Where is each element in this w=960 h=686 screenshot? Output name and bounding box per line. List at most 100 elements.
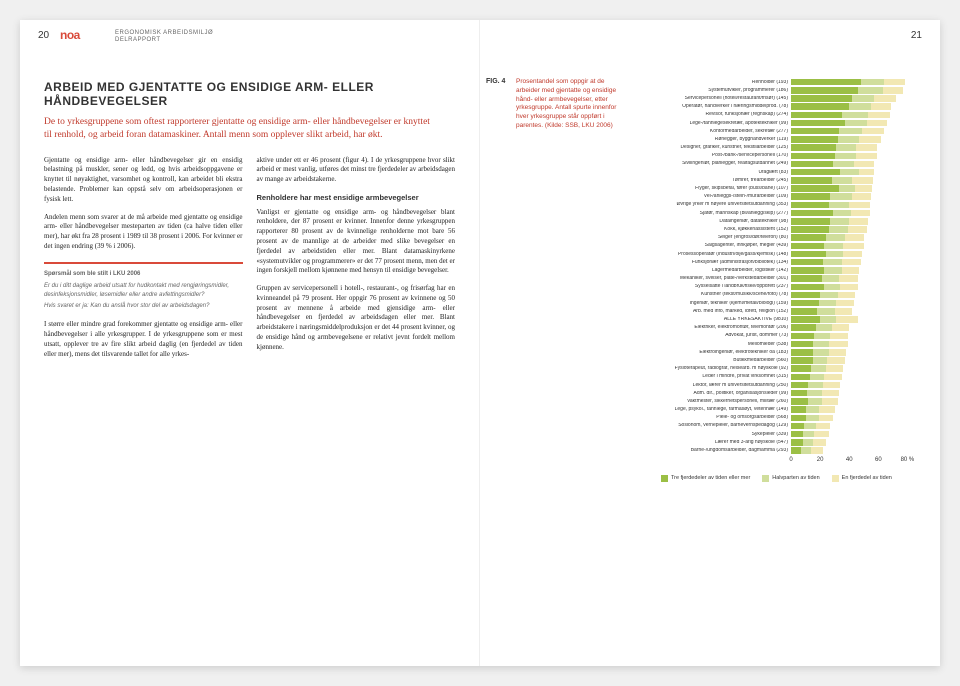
body-columns: Gjentatte og ensidige arm- eller håndbev…	[44, 156, 455, 368]
row-label: Mekaniker, sveiser, plate-/verkstedarbei…	[636, 276, 791, 281]
chart-row: ALLE YRKESAKTIVE (9810)	[636, 315, 922, 323]
chart-row: Kontormedarbeider, sekretær (277)	[636, 127, 922, 135]
bar-segment	[849, 103, 871, 110]
row-bar	[791, 119, 922, 127]
row-label: Servicepersonell (hotell/restaurant/fris…	[636, 96, 791, 101]
bar-segment	[835, 153, 857, 160]
legend-swatch	[661, 475, 668, 482]
left-page: 20 noa ERGONOMISK ARBEIDSMILJØ DELRAPPOR…	[20, 20, 480, 666]
row-bar	[791, 176, 922, 184]
bar-segment	[817, 308, 834, 315]
row-label: Lagermedarbeider, logistiker (142)	[636, 268, 791, 273]
chart-row: Dataingeniør, datatekniker (98)	[636, 217, 922, 225]
chart-row: Salgsagenter, innkjøper, megler (439)	[636, 242, 922, 250]
bar-segment	[791, 87, 858, 94]
bar-segment	[791, 128, 839, 135]
chart-row: Selger (engros/dør/telefon) (80)	[636, 234, 922, 242]
bar-segment	[843, 243, 863, 250]
page-number-left: 20	[38, 30, 49, 41]
chart-row: Post-/bank-/servicepersonell (170)	[636, 152, 922, 160]
row-bar	[791, 332, 922, 340]
bar-segment	[849, 218, 868, 225]
row-bar	[791, 184, 922, 192]
body-column-2: aktive under ett er 46 prosent (figur 4)…	[257, 156, 456, 368]
page-number-right: 21	[911, 30, 922, 41]
bar-segment	[842, 267, 859, 274]
row-bar	[791, 446, 922, 454]
row-bar	[791, 217, 922, 225]
bar-segment	[814, 333, 830, 340]
bar-segment	[801, 447, 811, 454]
bar-segment	[842, 259, 861, 266]
row-bar	[791, 381, 922, 389]
row-label: Arb. med info, marked, idrett, religion …	[636, 309, 791, 314]
bar-segment	[791, 226, 829, 233]
x-tick: 20	[817, 457, 824, 463]
bar-segment	[791, 292, 820, 299]
bar-segment	[791, 398, 808, 405]
row-label: Sivilingeniør, planlegger, realfagsutdan…	[636, 161, 791, 166]
row-label: Kokk, kjøkkenassistent (152)	[636, 227, 791, 232]
bar-segment	[851, 210, 870, 217]
bar-segment	[823, 382, 840, 389]
legend-label: Tre fjerdedeler av tiden eller mer	[671, 475, 750, 481]
row-bar	[791, 234, 922, 242]
row-bar	[791, 422, 922, 430]
row-bar	[791, 275, 922, 283]
row-label: Fysioterapeut, radiograf, helsearb. m hø…	[636, 366, 791, 371]
row-label: Sykepleier (339)	[636, 432, 791, 437]
bar-segment	[810, 374, 825, 381]
chart-row: Sivilingeniør, planlegger, realfagsutdan…	[636, 160, 922, 168]
bar-segment	[883, 87, 903, 94]
bar-segment	[791, 120, 845, 127]
bar-segment	[820, 316, 836, 323]
bar-segment	[791, 169, 840, 176]
row-label: Operatør, håndverker i næringsmiddelprod…	[636, 104, 791, 109]
row-label: Selger (engros/dør/telefon) (80)	[636, 235, 791, 240]
row-bar	[791, 242, 922, 250]
row-bar	[791, 365, 922, 373]
bar-segment	[842, 112, 868, 119]
chart-row: Adm. dir., politiker, organisasjonsleder…	[636, 389, 922, 397]
bar-segment	[791, 357, 813, 364]
figure-label: FIG. 4	[486, 78, 505, 85]
row-label: Sysselsatte i landbruk/fiske/oppdrett (2…	[636, 284, 791, 289]
row-bar	[791, 127, 922, 135]
row-label: Kunstner (tekst/musikk/scene/foto) (78)	[636, 292, 791, 297]
legend-item: Halvparten av tiden	[762, 475, 819, 482]
row-label: Leder i mindre, privat virksomhet (315)	[636, 374, 791, 379]
intro-paragraph: De to yrkesgruppene som oftest rapporter…	[44, 116, 455, 142]
bar-segment	[791, 415, 806, 422]
bar-segment	[803, 439, 813, 446]
bar-segment	[819, 415, 834, 422]
bar-segment	[822, 390, 839, 397]
bar-segment	[791, 300, 819, 307]
row-bar	[791, 94, 922, 102]
bar-segment	[813, 349, 829, 356]
bar-segment	[827, 357, 844, 364]
bar-segment	[791, 136, 838, 143]
chart-row: Lagermedarbeider, logistiker (142)	[636, 266, 922, 274]
chart-row: Revisor, funksjonær (regnskap) (274)	[636, 111, 922, 119]
row-label: Advokat, jurist, dommer (73)	[636, 333, 791, 338]
row-label: Kontormedarbeider, sekretær (277)	[636, 129, 791, 134]
bar-segment	[791, 218, 830, 225]
bar-segment	[813, 357, 828, 364]
bar-segment	[829, 202, 849, 209]
bar-segment	[856, 153, 876, 160]
chart-row: Tømrer, trearbeider (245)	[636, 176, 922, 184]
row-bar	[791, 430, 922, 438]
row-bar	[791, 266, 922, 274]
bar-segment	[806, 406, 819, 413]
figure-caption: Prosentandel som oppgir at de arbeider m…	[516, 78, 626, 648]
body-paragraph: aktive under ett er 46 prosent (figur 4)…	[257, 156, 456, 185]
chart-row: Advokat, jurist, dommer (73)	[636, 332, 922, 340]
bar-segment	[826, 251, 843, 258]
chart-row: Kunstner (tekst/musikk/scene/foto) (78)	[636, 291, 922, 299]
bar-segment	[791, 382, 808, 389]
chart-row: Servicepersonell (hotell/restaurant/fris…	[636, 94, 922, 102]
bar-segment	[811, 365, 826, 372]
row-label: ALLE YRKESAKTIVE (9810)	[636, 317, 791, 322]
body-paragraph: Andelen menn som svarer at de må arbeide…	[44, 213, 243, 252]
bar-segment	[791, 153, 835, 160]
